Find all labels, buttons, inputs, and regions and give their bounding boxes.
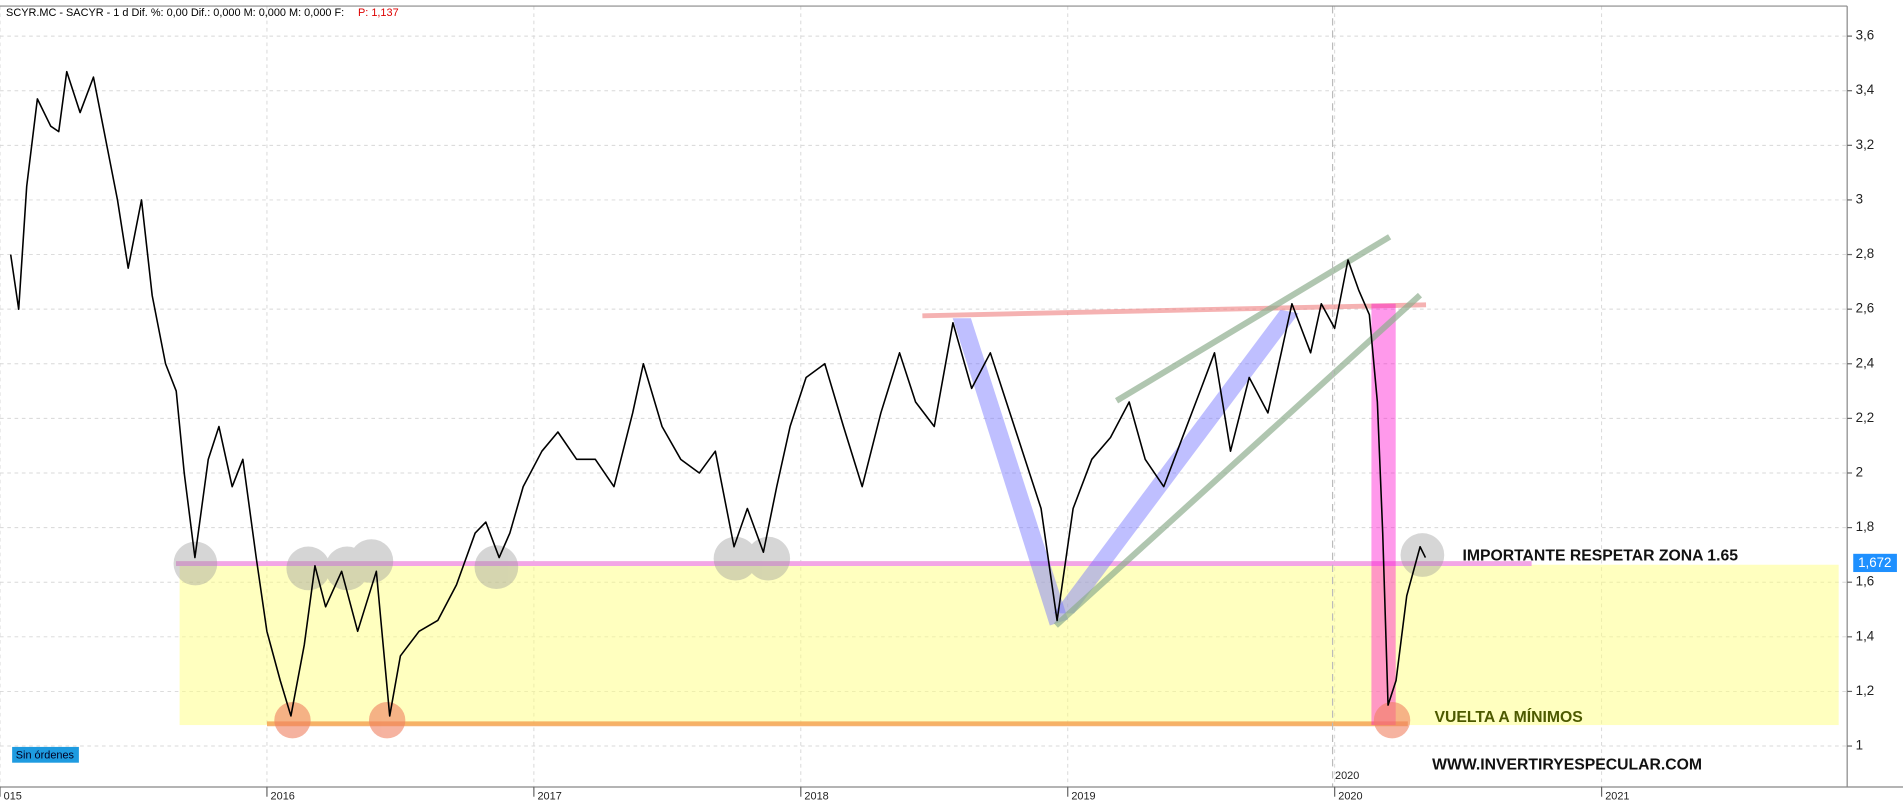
header: SCYR.MC - SACYR - 1 d Dif. %: 0,00 Dif.:…	[6, 7, 344, 19]
annotation: IMPORTANTE RESPETAR ZONA 1.65	[1462, 547, 1738, 564]
y-tick-label: 2,4	[1856, 355, 1875, 370]
x-tick-label: 2020	[1338, 791, 1362, 803]
y-tick-label: 2,6	[1856, 301, 1875, 316]
rise-band	[1053, 309, 1299, 614]
x-tick-label: 2018	[804, 791, 828, 803]
drop-band	[1371, 303, 1396, 726]
crosshair-label: 2020	[1335, 770, 1359, 782]
minimum-circle	[274, 701, 311, 739]
y-tick-label: 1	[1856, 738, 1863, 753]
y-tick-label: 3	[1856, 191, 1863, 206]
touch-circle	[325, 546, 369, 591]
y-tick-label: 1,6	[1856, 574, 1875, 589]
touch-circle	[1400, 533, 1445, 577]
x-tick-label: 2019	[1071, 791, 1095, 803]
y-tick-label: 1,4	[1856, 628, 1875, 643]
y-tick-label: 3,2	[1856, 137, 1875, 152]
y-tick-label: 2,8	[1856, 246, 1875, 261]
header-price: P: 1,137	[358, 7, 399, 19]
y-tick-label: 2,2	[1856, 410, 1875, 425]
channel-line	[1114, 234, 1392, 404]
y-tick-label: 3,6	[1856, 28, 1875, 43]
last-price: 1,672	[1858, 555, 1891, 570]
y-tick-label: 2	[1856, 465, 1863, 480]
x-tick-label: 015	[4, 791, 22, 803]
fall-band	[952, 318, 1069, 626]
support-zone	[179, 564, 1839, 726]
last-price-bg	[1853, 553, 1897, 573]
touch-circle	[474, 545, 519, 590]
channel-line	[1053, 292, 1423, 628]
annotation: WWW.INVERTIRYESPECULAR.COM	[1432, 756, 1702, 773]
orders-badge-bg	[12, 746, 79, 763]
touch-circle	[713, 536, 758, 581]
touch-circle	[349, 539, 394, 583]
price-layer	[9, 70, 1427, 717]
x-tick-label: 2016	[271, 791, 295, 803]
minimum-circles	[274, 701, 1411, 739]
orders-badge: Sin órdenes	[16, 749, 75, 761]
touch-circle	[746, 536, 791, 581]
minimum-circle	[368, 701, 406, 739]
x-tick-label: 2021	[1605, 791, 1629, 803]
resistance-line	[922, 302, 1427, 319]
touch-circle	[286, 546, 331, 591]
touch-circle	[173, 541, 218, 586]
x-tick-label: 2017	[538, 791, 562, 803]
y-tick-label: 1,2	[1856, 683, 1875, 698]
minimum-circle	[1373, 701, 1411, 739]
axes: 1 1,2 1,4 1,6 1,8 2 2,2 2,4 2,6 2,8 3 3,2 3,4 3,6 015 2…	[0, 28, 1875, 803]
price-line	[9, 70, 1427, 717]
y-tick-label: 1,8	[1856, 519, 1875, 534]
annotation: VUELTA A MÍNIMOS	[1435, 707, 1583, 726]
y-tick-label: 3,4	[1856, 82, 1875, 97]
